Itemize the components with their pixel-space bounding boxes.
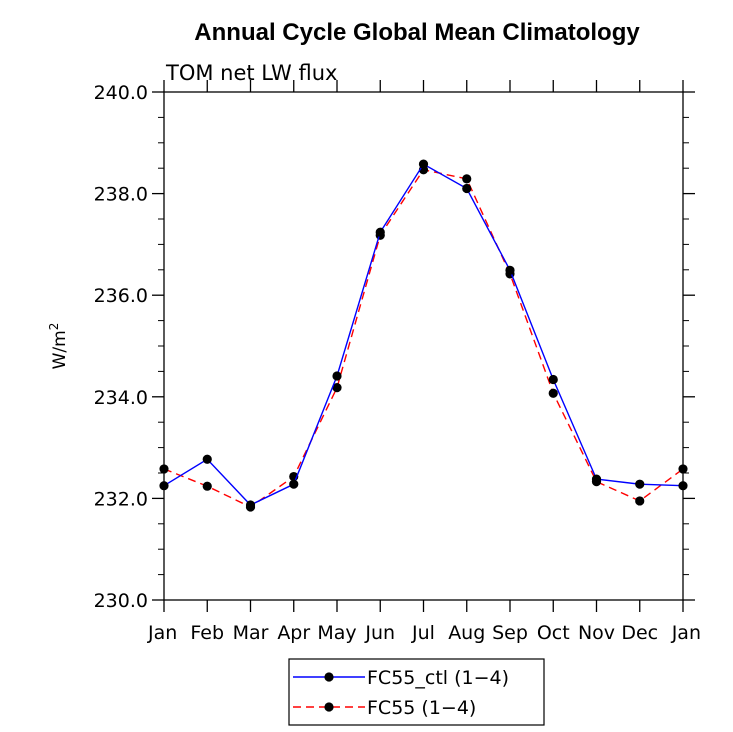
y-axis-label-exponent: 2 — [47, 323, 61, 331]
y-tick-label: 234.0 — [94, 387, 148, 409]
x-tick-label: Jun — [364, 622, 395, 644]
x-tick-label: Jan — [147, 622, 177, 644]
data-point — [289, 479, 299, 489]
series-layer — [159, 159, 688, 512]
data-point — [635, 479, 645, 489]
data-point — [159, 481, 169, 491]
data-point — [591, 474, 602, 484]
y-tick-label: 236.0 — [94, 285, 148, 307]
data-point — [462, 174, 472, 184]
minor-ticks — [158, 116, 689, 576]
data-point — [678, 481, 688, 491]
x-tick-label: Jan — [671, 622, 701, 644]
data-point — [202, 481, 212, 491]
data-point — [678, 464, 688, 474]
data-point — [332, 371, 342, 381]
data-point — [159, 464, 169, 474]
y-axis: 230.0 232.0 234.0 236.0 238.0 240.0 — [94, 82, 695, 612]
series-line — [163, 168, 684, 508]
series-1 — [159, 165, 688, 512]
y-tick-label: 240.0 — [94, 82, 148, 104]
data-point — [635, 496, 645, 506]
series-0 — [159, 159, 688, 510]
data-point — [505, 265, 515, 275]
x-tick-label: Sep — [492, 622, 528, 644]
chart-subtitle: TOM net LW flux — [165, 61, 337, 85]
x-tick-label: Nov — [578, 622, 615, 644]
x-tick-label: Apr — [277, 622, 310, 644]
x-axis: Jan Feb Mar Apr May Jun Jul Aug Sep Oct Nov Dec Jan — [147, 80, 701, 644]
legend-label: FC55 (1−4) — [367, 697, 476, 719]
x-tick-label: Oct — [537, 622, 570, 644]
y-tick-label: 232.0 — [94, 488, 148, 510]
legend-marker — [324, 702, 334, 712]
x-tick-label: Jul — [411, 622, 435, 644]
data-point — [375, 227, 385, 237]
chart-title: Annual Cycle Global Mean Climatology — [194, 19, 640, 46]
legend-marker — [324, 672, 334, 682]
data-point — [548, 374, 558, 385]
data-point — [202, 454, 212, 464]
series-line — [163, 163, 684, 506]
data-point — [332, 383, 342, 393]
x-tick-label: Feb — [190, 622, 224, 644]
x-tick-label: Mar — [233, 622, 269, 644]
legend-box — [288, 658, 545, 726]
y-tick-label: 238.0 — [94, 184, 148, 206]
x-tick-label: Aug — [448, 622, 485, 644]
data-point — [548, 388, 558, 398]
data-point — [462, 183, 472, 194]
y-tick-label: 230.0 — [94, 590, 148, 612]
legend: FC55_ctl (1−4) FC55 (1−4) — [288, 658, 545, 726]
data-point — [418, 159, 429, 169]
x-tick-label: Dec — [621, 622, 658, 644]
legend-label: FC55_ctl (1−4) — [367, 667, 509, 689]
x-tick-label: May — [317, 622, 356, 644]
data-point — [245, 500, 256, 510]
y-axis-label: W/m2 — [47, 323, 70, 370]
y-axis-label-base: W/m — [50, 330, 70, 369]
